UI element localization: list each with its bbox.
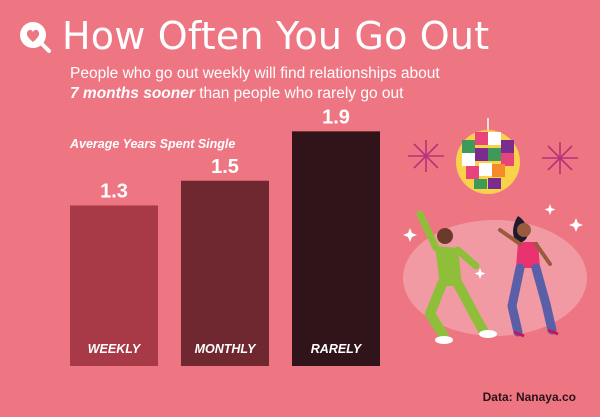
value-label-monthly: 1.5 [211, 156, 239, 178]
dancer-woman-icon [498, 216, 559, 338]
firework-right-icon [542, 142, 578, 174]
sparkle-icons [403, 204, 583, 279]
dancer-man-icon [416, 210, 497, 344]
subtitle-rest: than people who rarely go out [194, 85, 404, 102]
page-subtitle: People who go out weekly will find relat… [70, 64, 440, 104]
bar-weekly [70, 205, 158, 366]
category-label-rarely: RARELY [311, 342, 363, 356]
subtitle-emphasis: 7 months sooner [70, 85, 195, 102]
disco-ball-icon [456, 130, 520, 194]
bar-rarely [292, 131, 380, 366]
y-axis-label: Average Years Spent Single [70, 137, 236, 151]
subtitle-line-2: 7 months sooner than people who rarely g… [70, 84, 440, 104]
data-source: Data: Nanaya.co [482, 390, 576, 404]
firework-left-icon [408, 140, 444, 172]
value-label-weekly: 1.3 [100, 180, 128, 202]
bar-monthly [181, 180, 269, 366]
page-title: How Often You Go Out [62, 14, 490, 58]
bar-chart: 1.3 WEEKLY 1.5 MONTHLY 1.9 RARELY [70, 106, 380, 366]
disco-dancers-illustration [403, 118, 587, 344]
category-label-monthly: MONTHLY [195, 342, 258, 356]
category-label-weekly: WEEKLY [88, 342, 142, 356]
subtitle-line-1: People who go out weekly will find relat… [70, 65, 440, 82]
value-label-rarely: 1.9 [322, 106, 350, 128]
brand-logo-icon [20, 22, 51, 53]
